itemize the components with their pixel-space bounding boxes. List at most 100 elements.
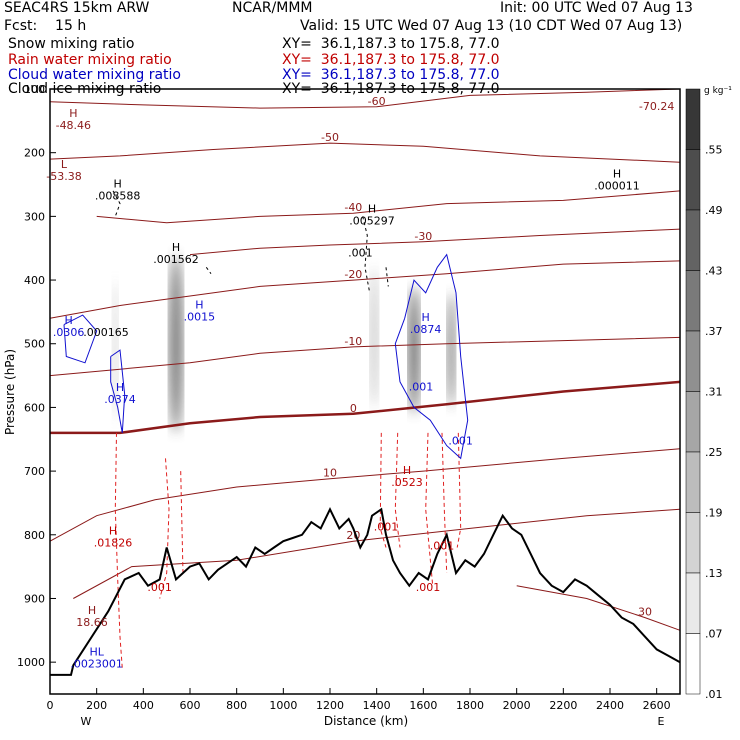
field-xy-cloud: XY= 36.1,187.3 to 175.8, 77.0 <box>282 67 500 83</box>
colorbar-swatch-3 <box>685 270 701 332</box>
colorbar-swatch-2 <box>685 209 701 271</box>
y-tick-label-4: 500 <box>24 338 45 351</box>
extremum-marker-12: H <box>116 381 124 394</box>
isotherm-label-3: -30 <box>414 230 432 243</box>
extremum-marker-21: H <box>88 604 96 617</box>
valid-time: Valid: 15 UTC Wed 07 Aug 13 (10 CDT Wed … <box>300 18 683 34</box>
snow-column-3 <box>408 286 420 414</box>
x-axis-label: Distance (km) <box>324 714 408 728</box>
colorbar-label-6: .19 <box>705 507 723 520</box>
extremum-value-9: .0306 <box>53 326 85 339</box>
isotherm-label-9: 30 <box>638 606 652 619</box>
y-tick-label-8: 900 <box>24 592 45 605</box>
ice-contour-3 <box>205 267 212 274</box>
extremum-value-13: .001 <box>409 380 434 393</box>
extremum-value-16: .001 <box>374 520 399 533</box>
extremum-value-19: .01826 <box>94 536 133 549</box>
colorbar-swatch-9 <box>685 633 701 695</box>
terrain-line <box>50 507 681 676</box>
colorbar-swatch-5 <box>685 391 701 453</box>
y-tick-label-0: 100 <box>24 83 45 96</box>
snow-column-0 <box>169 254 183 433</box>
extremum-value-1: -53.38 <box>46 170 81 183</box>
rain-contour-2 <box>180 471 184 574</box>
field-xy-rain: XY= 36.1,187.3 to 175.8, 77.0 <box>282 52 500 68</box>
x-tick-label-8: 1600 <box>409 699 437 712</box>
x-tick-label-5: 1000 <box>269 699 297 712</box>
colorbar-label-0: .55 <box>705 144 723 157</box>
field-name-snow: Snow mixing ratio <box>8 36 135 52</box>
x-tick-label-11: 2200 <box>549 699 577 712</box>
colorbar: .55 .49 .43 .37 .31 .25 .19 .13 .07 .01 <box>685 88 723 701</box>
extremum-value-5: .005297 <box>349 215 395 228</box>
isotherm-7 <box>49 448 681 542</box>
x-tick-label-0: 0 <box>47 699 54 712</box>
field-name-cloud: Cloud water mixing ratio <box>8 67 181 83</box>
field-name-rain: Rain water mixing ratio <box>8 52 172 68</box>
rain-contour-1 <box>159 458 170 599</box>
extremum-value-17: .001 <box>430 540 455 553</box>
center-title: NCAR/MMM <box>232 0 313 16</box>
rain-contour-3 <box>379 432 387 548</box>
colorbar-label-8: .07 <box>705 628 723 641</box>
extremum-marker-3: H <box>114 177 122 190</box>
colorbar-unit: g kg⁻¹ <box>704 86 732 96</box>
colorbar-label-3: .37 <box>705 325 723 338</box>
colorbar-swatch-7 <box>685 512 701 574</box>
y-tick-label-1: 200 <box>24 147 45 160</box>
isotherm-2 <box>96 190 681 224</box>
extremum-value-22: .0023001 <box>70 657 123 670</box>
extremum-marker-4: H <box>172 241 180 254</box>
isotherm-label-0: -60 <box>368 95 386 108</box>
extremum-marker-8: H <box>195 298 203 311</box>
x-tick-label-12: 2400 <box>596 699 624 712</box>
isotherm-0 <box>49 88 681 109</box>
extremum-value-14: .001 <box>448 434 473 447</box>
isotherm-9 <box>516 585 681 631</box>
cloud-contour-2 <box>394 253 469 460</box>
x-tick-label-6: 1200 <box>316 699 344 712</box>
extremum-value-21: 18.66 <box>76 616 108 629</box>
forecast-hour: Fcst: 15 h <box>4 18 87 34</box>
extremum-marker-6: H <box>613 168 621 181</box>
colorbar-swatch-8 <box>685 572 701 634</box>
x-tick-label-10: 2000 <box>503 699 531 712</box>
extremum-value-3: .008588 <box>95 189 141 202</box>
extremum-marker-15: H <box>403 464 411 477</box>
colorbar-label-5: .25 <box>705 446 723 459</box>
colorbar-label-2: .43 <box>705 265 723 278</box>
extremum-marker-22: HL <box>89 645 104 658</box>
extremum-value-2: -70.24 <box>639 100 674 113</box>
y-tick-label-6: 700 <box>24 465 45 478</box>
extremum-marker-5: H <box>368 203 376 216</box>
isotherm-label-7: 10 <box>323 467 337 480</box>
isotherm-label-1: -50 <box>321 131 339 144</box>
snow-column-1 <box>112 280 119 421</box>
isotherm-label-2: -40 <box>344 201 362 214</box>
extremum-value-0: -48.46 <box>56 119 91 132</box>
extremum-value-6: .000011 <box>594 180 640 193</box>
plot-frame <box>49 88 681 695</box>
cloud-contour-0 <box>63 314 98 364</box>
isotherm-label-4: -20 <box>344 268 362 281</box>
x-tick-label-4: 800 <box>226 699 247 712</box>
x-tick-label-3: 600 <box>180 699 201 712</box>
y-tick-label-3: 400 <box>24 274 45 287</box>
isotherm-4 <box>49 260 681 319</box>
extremum-value-8: .0015 <box>184 310 216 323</box>
init-time: Init: 00 UTC Wed 07 Aug 13 <box>500 0 693 16</box>
x-tick-label-1: 200 <box>86 699 107 712</box>
snow-column-2 <box>370 267 379 408</box>
field-xy-snow: XY= 36.1,187.3 to 175.8, 77.0 <box>282 36 500 52</box>
x-tick-label-7: 1400 <box>363 699 391 712</box>
extremum-marker-0: H <box>69 107 77 120</box>
x-tick-label-2: 400 <box>133 699 154 712</box>
extremum-value-15: .0523 <box>391 476 423 489</box>
x-tick-label-9: 1800 <box>456 699 484 712</box>
extremum-marker-1: L <box>61 158 68 171</box>
colorbar-label-1: .49 <box>705 204 723 217</box>
colorbar-label-7: .13 <box>705 567 723 580</box>
y-tick-label-5: 600 <box>24 401 45 414</box>
colorbar-label-9: .01 <box>705 688 723 701</box>
